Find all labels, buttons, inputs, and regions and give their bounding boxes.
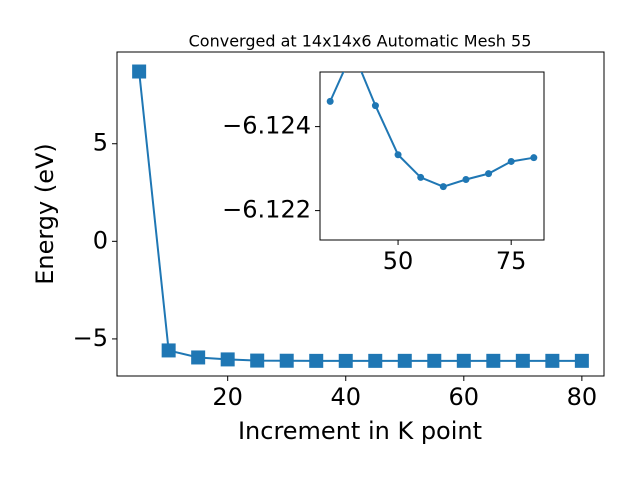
x-tick-label: 50 (383, 247, 414, 275)
marker (427, 353, 442, 368)
x-axis-label: Increment in K point (238, 417, 482, 445)
line (329, 72, 534, 188)
y-tick-label: −6.122 (222, 196, 311, 224)
marker (417, 173, 425, 181)
y-tick-label: −6.124 (222, 112, 311, 140)
marker (250, 353, 265, 368)
marker (220, 352, 235, 367)
marker (371, 102, 379, 110)
marker (439, 183, 447, 191)
marker (456, 353, 471, 368)
marker (507, 157, 515, 165)
y-axis-label: Energy (eV) (31, 143, 59, 285)
x-tick-label: 20 (212, 383, 243, 411)
series (132, 64, 589, 368)
x-tick-label: 80 (567, 383, 598, 411)
marker (338, 353, 353, 368)
marker (279, 353, 294, 368)
marker (515, 353, 530, 368)
marker (326, 97, 334, 105)
marker (397, 353, 412, 368)
marker (545, 353, 560, 368)
marker (309, 353, 324, 368)
x-tick-label: 60 (449, 383, 480, 411)
plot-area (319, 71, 545, 241)
line (138, 71, 582, 362)
marker (486, 353, 501, 368)
marker (132, 64, 147, 79)
marker (191, 350, 206, 365)
y-tick-label: 5 (93, 129, 108, 157)
series (326, 72, 538, 191)
marker (574, 353, 589, 368)
y-tick-label: 0 (93, 226, 108, 254)
y-tick-label: −5 (73, 324, 108, 352)
marker (462, 176, 470, 184)
x-tick-label: 40 (330, 383, 361, 411)
marker (485, 170, 493, 178)
marker (161, 343, 176, 358)
x-tick-label: 75 (496, 247, 527, 275)
chart-title: Converged at 14x14x6 Automatic Mesh 55 (189, 32, 532, 51)
marker (394, 151, 402, 159)
marker (530, 154, 538, 162)
marker (368, 353, 383, 368)
